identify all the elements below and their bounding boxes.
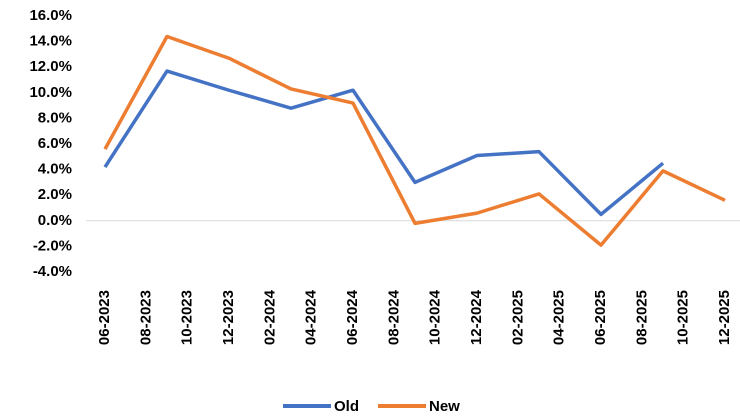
x-tick-label: 08-2024 — [385, 289, 402, 345]
y-tick-label: -2.0% — [33, 237, 72, 254]
legend-label: Old — [334, 398, 359, 415]
y-tick-label: -4.0% — [33, 263, 72, 280]
y-tick-label: 4.0% — [38, 161, 72, 178]
x-tick-label: 10-2024 — [427, 289, 444, 345]
x-tick-label: 08-2023 — [137, 290, 154, 345]
y-tick-label: 10.0% — [29, 84, 72, 101]
x-tick-label: 12-2023 — [220, 290, 237, 345]
x-tick-label: 12-2025 — [716, 290, 733, 345]
y-tick-label: 14.0% — [29, 33, 72, 50]
y-tick-label: 0.0% — [38, 212, 72, 229]
x-tick-label: 04-2025 — [551, 290, 568, 345]
y-tick-label: 8.0% — [38, 109, 72, 126]
series-line — [103, 69, 665, 217]
x-tick-label: 04-2024 — [303, 289, 320, 345]
x-tick-label: 06-2024 — [344, 289, 361, 345]
x-tick-label: 10-2023 — [179, 290, 196, 345]
y-tick-label: 16.0% — [29, 7, 72, 24]
x-tick-label: 02-2025 — [509, 290, 526, 345]
y-tick-label: 2.0% — [38, 186, 72, 203]
y-tick-label: 12.0% — [29, 58, 72, 75]
x-tick-label: 12-2024 — [468, 289, 485, 345]
legend-label: New — [429, 398, 460, 415]
x-tick-label: 08-2025 — [633, 290, 650, 345]
x-tick-label: 06-2025 — [592, 290, 609, 345]
y-tick-label: 6.0% — [38, 135, 72, 152]
x-tick-label: 06-2023 — [96, 290, 113, 345]
x-tick-label: 02-2024 — [261, 289, 278, 345]
x-tick-label: 10-2025 — [675, 290, 692, 345]
series-line — [103, 34, 726, 247]
